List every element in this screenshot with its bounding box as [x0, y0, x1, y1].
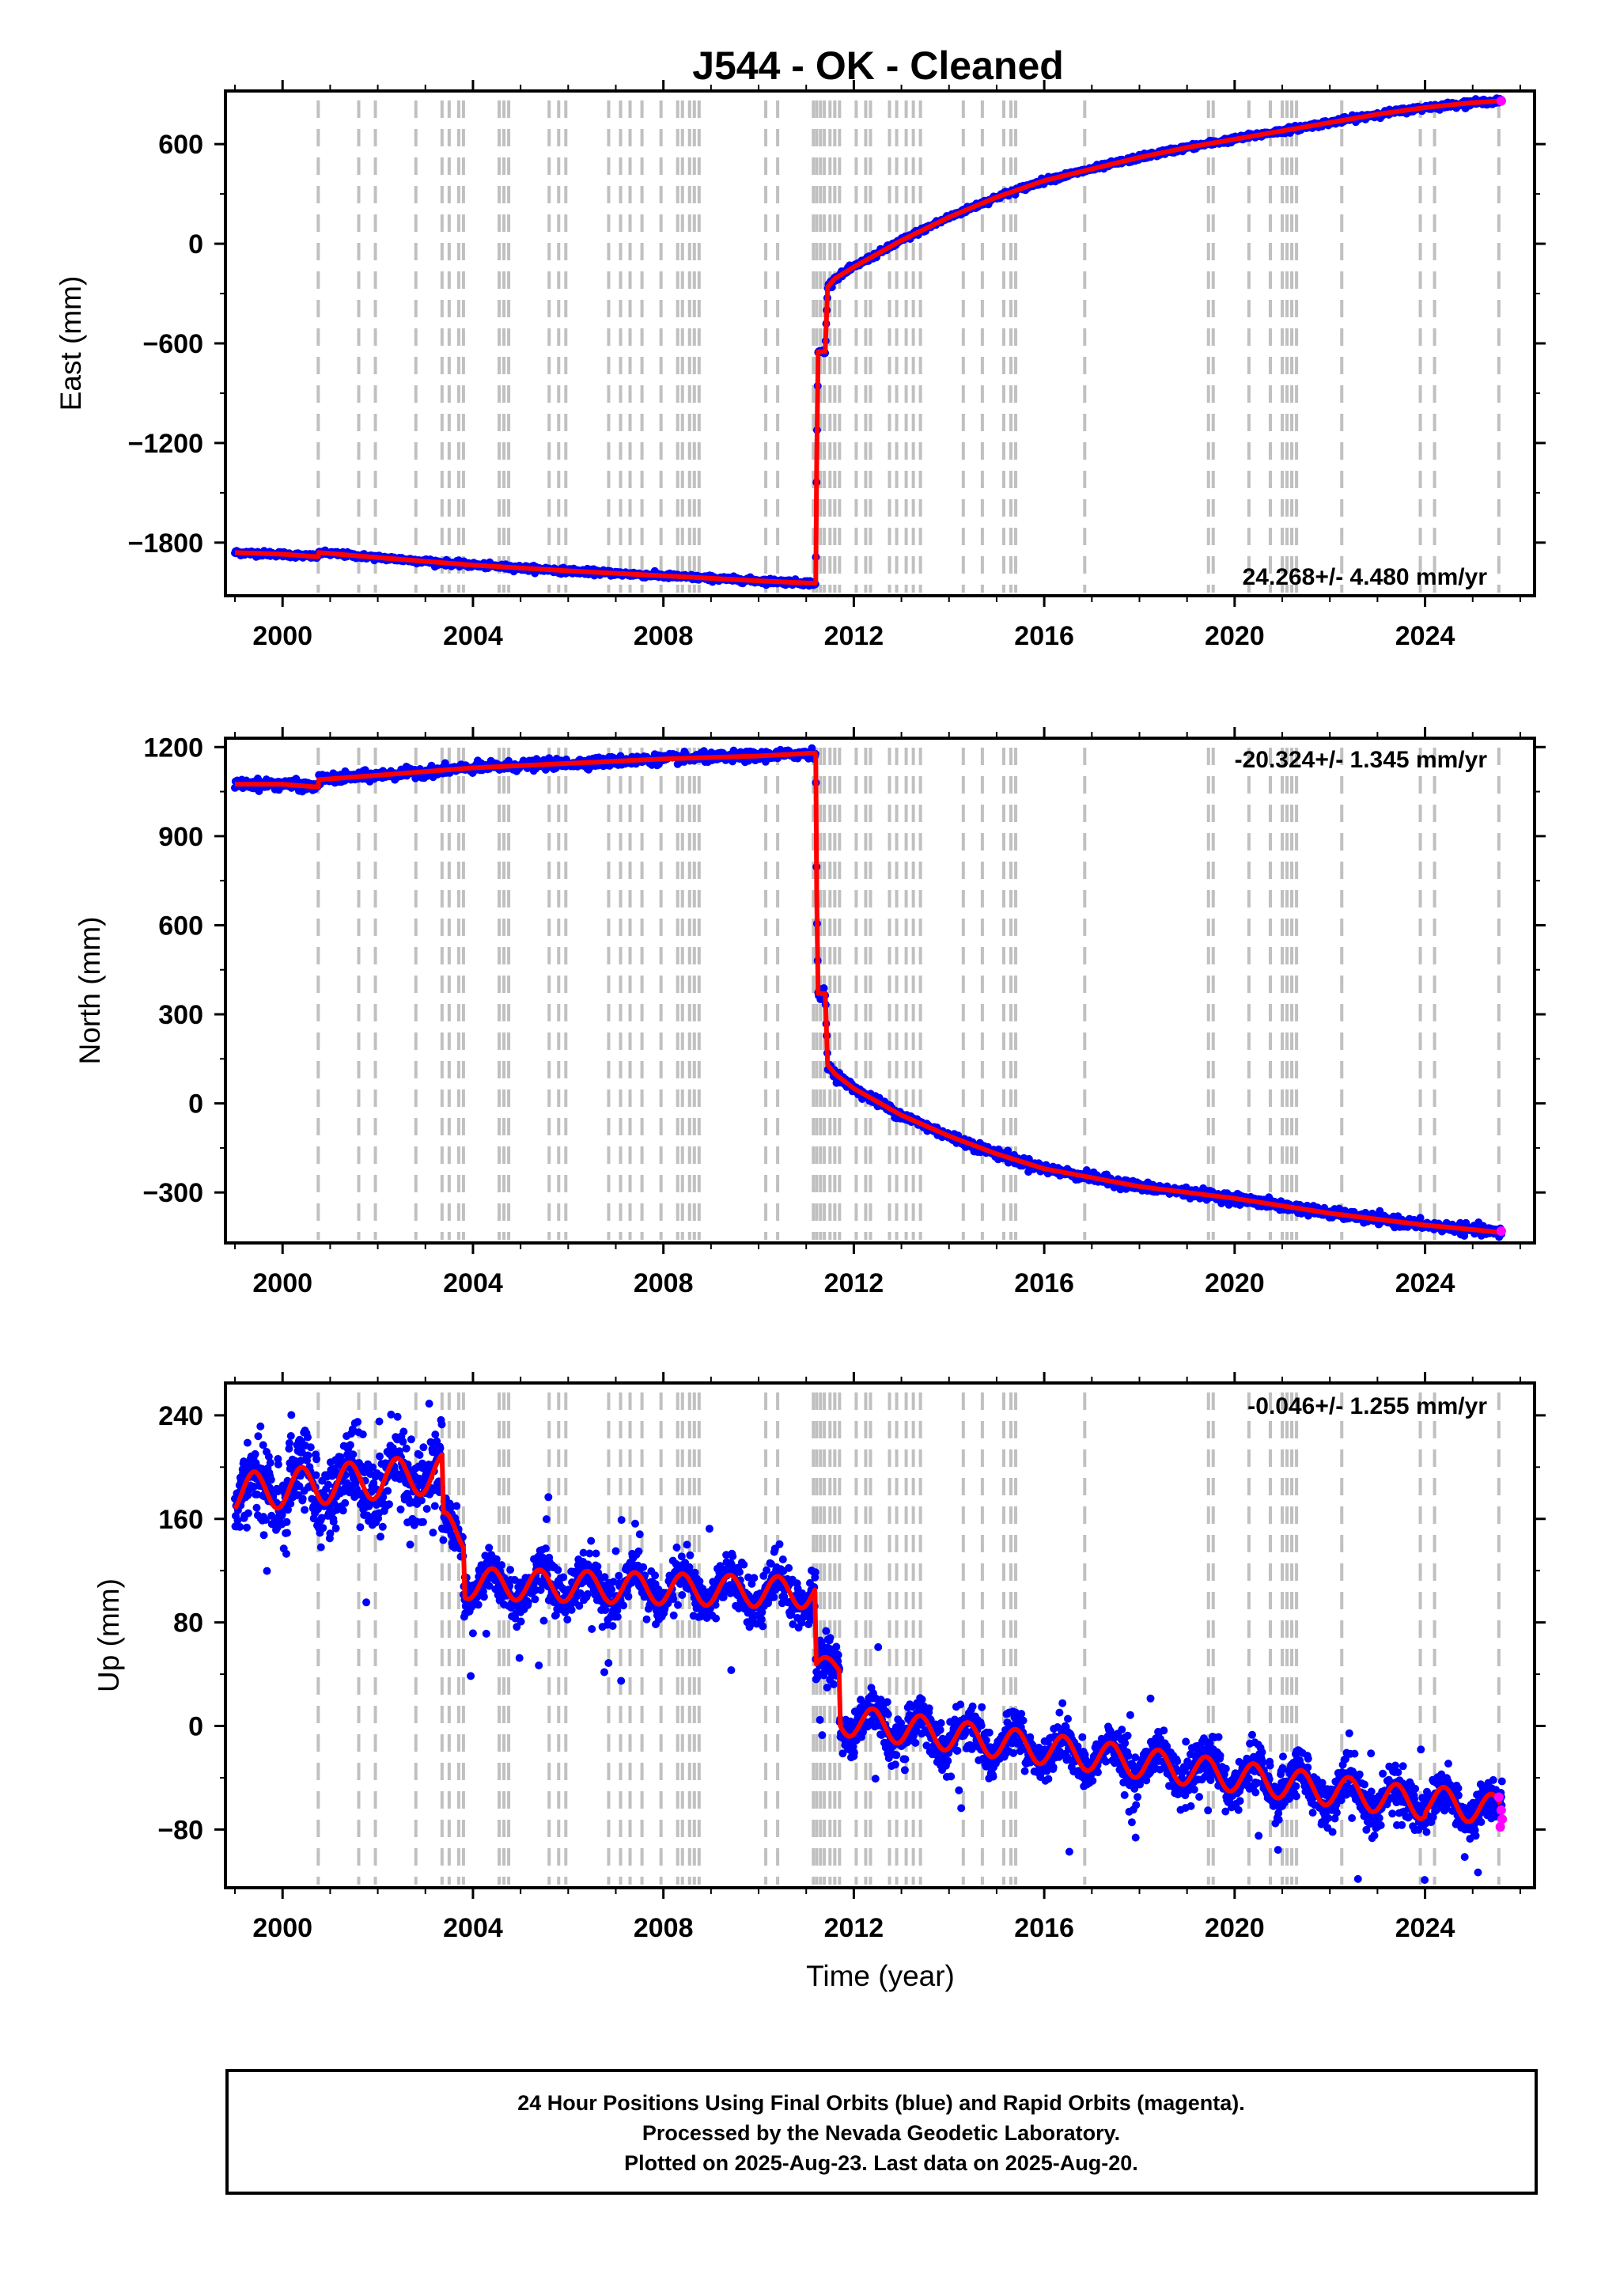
- up-rapid-point: [1496, 1805, 1506, 1815]
- north-frame: [224, 737, 1536, 1245]
- north-xtick-label: 2000: [252, 1268, 312, 1298]
- north-panel: −300 0 300 600 900 1200 2000 2004 2008 2012 2016 20…: [74, 727, 1546, 1298]
- up-final-points: [231, 1400, 1506, 1885]
- x-axis-label: Time (year): [806, 1960, 955, 1992]
- east-rapid-points: [1496, 96, 1506, 106]
- north-ytick-label: 600: [158, 911, 203, 941]
- north-xtick-label: 2024: [1395, 1268, 1455, 1298]
- up-axes: −80 0 80 160 240 2000 2004 2008 2012 2016 2020 2024: [157, 1372, 1546, 1943]
- up-rate-label: -0.046+/- 1.255 mm/yr: [1247, 1393, 1487, 1419]
- east-ylabel: East (mm): [55, 276, 87, 411]
- east-xtick-label: 2024: [1395, 621, 1455, 651]
- north-axes: −300 0 300 600 900 1200 2000 2004 2008 2012 2016 20…: [142, 727, 1546, 1298]
- east-xtick-label: 2008: [634, 621, 694, 651]
- east-rapid-point: [1496, 96, 1506, 106]
- footer-box: 24 Hour Positions Using Final Orbits (bl…: [225, 2069, 1538, 2195]
- up-xtick-label: 2020: [1205, 1913, 1265, 1943]
- east-xtick-label: 2016: [1014, 621, 1074, 651]
- north-ylabel: North (mm): [74, 916, 106, 1064]
- east-xtick-label: 2020: [1205, 621, 1265, 651]
- footer-line-3: Plotted on 2025-Aug-23. Last data on 202…: [624, 2151, 1138, 2175]
- north-ytick-label: 900: [158, 822, 203, 852]
- up-model: [233, 1452, 1503, 1824]
- east-step-lines: [316, 100, 1501, 593]
- up-ylabel: Up (mm): [93, 1578, 125, 1692]
- up-final-scatter: [231, 1400, 1506, 1885]
- up-frame: [224, 1381, 1536, 1889]
- north-final-points: [231, 744, 1506, 1241]
- up-ytick-label: 240: [158, 1401, 203, 1431]
- east-ytick-label: −1800: [128, 529, 204, 559]
- up-rapid-point: [1495, 1822, 1505, 1832]
- up-rapid-point: [1497, 1814, 1508, 1824]
- up-ytick-label: −80: [157, 1815, 203, 1845]
- footer-line-1: 24 Hour Positions Using Final Orbits (bl…: [517, 2091, 1245, 2115]
- north-ytick-label: 300: [158, 1000, 203, 1030]
- figure-title: J544 - OK - Cleaned: [692, 44, 1064, 88]
- north-rapid-point: [1496, 1226, 1506, 1236]
- east-axes: −1800 −1200 −600 0 600 2000 2004 2008 2012 2016 20…: [128, 80, 1546, 651]
- footer-line-2: Processed by the Nevada Geodetic Laborat…: [642, 2121, 1120, 2145]
- east-ytick-label: 0: [188, 229, 203, 260]
- north-step-lines: [316, 748, 1501, 1240]
- up-xtick-label: 2000: [252, 1913, 312, 1943]
- east-final-points: [231, 94, 1506, 590]
- up-ytick-label: 80: [173, 1608, 203, 1639]
- north-final-scatter: [231, 744, 1506, 1241]
- north-ytick-label: 1200: [143, 733, 203, 763]
- north-xtick-label: 2012: [824, 1268, 884, 1298]
- east-rate-label: 24.268+/- 4.480 mm/yr: [1243, 564, 1488, 590]
- up-panel: −80 0 80 160 240 2000 2004 2008 2012 2016 2020 2024…: [93, 1372, 1546, 1943]
- east-xtick-label: 2004: [443, 621, 503, 651]
- up-rapid-point: [1493, 1792, 1504, 1802]
- footer-frame: [225, 2069, 1538, 2195]
- east-panel: −1800 −1200 −600 0 600 2000 2004 2008 2012 2016 20…: [55, 80, 1546, 651]
- up-rapid-points: [1493, 1792, 1508, 1832]
- north-ytick-label: −300: [142, 1178, 203, 1208]
- east-xtick-label: 2000: [252, 621, 312, 651]
- north-model: [235, 750, 1502, 1235]
- up-ytick-label: 0: [188, 1712, 203, 1742]
- up-xtick-label: 2016: [1014, 1913, 1074, 1943]
- up-model-line: [233, 1452, 1503, 1824]
- east-xtick-label: 2012: [824, 621, 884, 651]
- east-ytick-label: −1200: [128, 429, 204, 459]
- up-xtick-label: 2024: [1395, 1913, 1455, 1943]
- up-xtick-label: 2004: [443, 1913, 503, 1943]
- north-xtick-label: 2004: [443, 1268, 503, 1298]
- north-model-line: [235, 750, 1502, 1235]
- east-model-line: [234, 98, 1502, 586]
- east-ytick-label: −600: [142, 329, 203, 359]
- east-model: [234, 98, 1502, 586]
- east-ytick-label: 600: [158, 130, 203, 160]
- north-rapid-points: [1496, 1226, 1506, 1236]
- north-xtick-label: 2008: [634, 1268, 694, 1298]
- east-frame: [224, 89, 1536, 597]
- north-ytick-label: 0: [188, 1089, 203, 1120]
- up-xtick-label: 2012: [824, 1913, 884, 1943]
- up-xtick-label: 2008: [634, 1913, 694, 1943]
- up-ytick-label: 160: [158, 1505, 203, 1535]
- north-rate-label: -20.324+/- 1.345 mm/yr: [1235, 747, 1488, 773]
- north-xtick-label: 2020: [1205, 1268, 1265, 1298]
- north-xtick-label: 2016: [1014, 1268, 1074, 1298]
- east-final-scatter: [231, 94, 1506, 590]
